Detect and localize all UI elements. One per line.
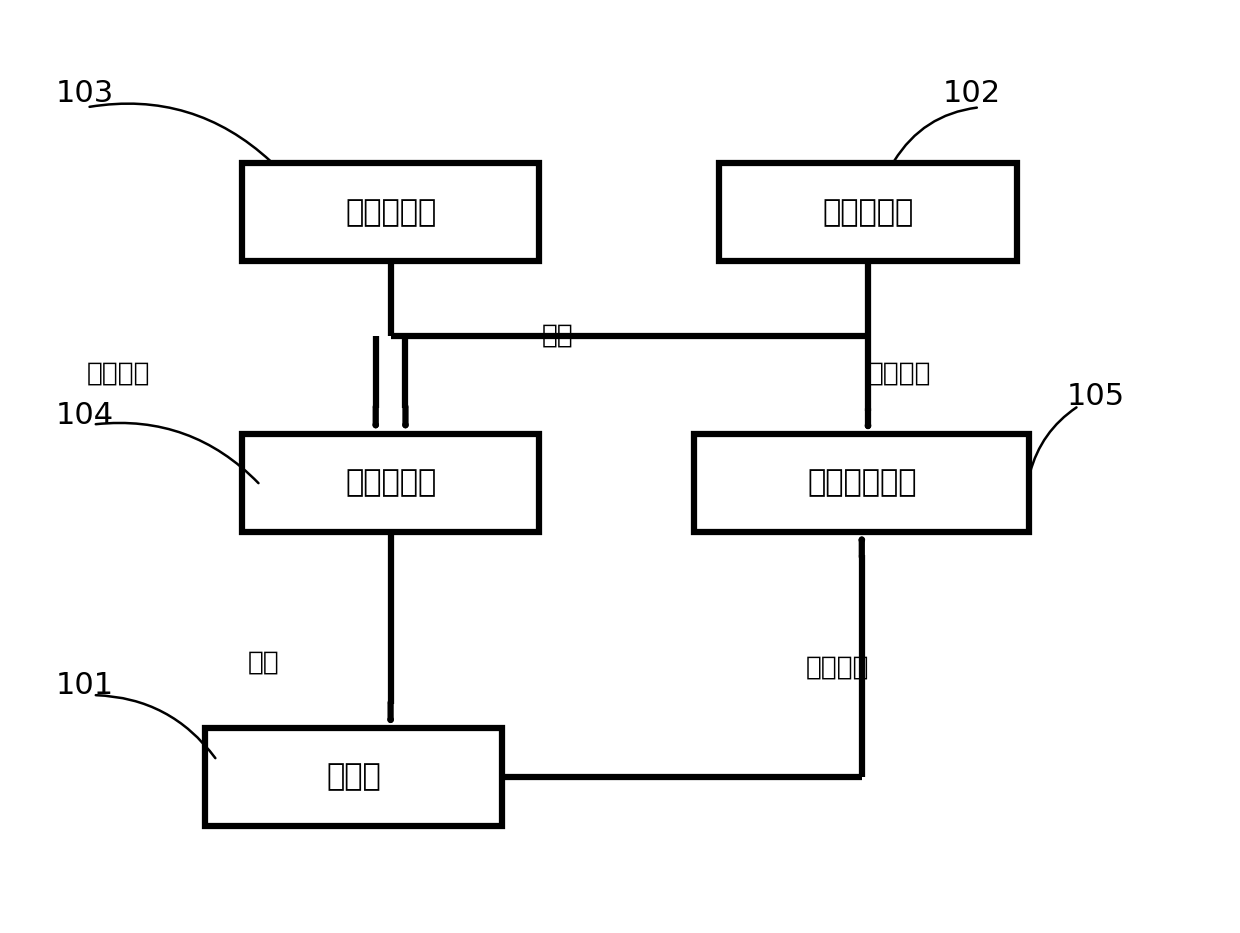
Bar	[205, 728, 502, 826]
Text: 101: 101	[56, 671, 114, 701]
Text: 工作: 工作	[248, 649, 280, 675]
Bar	[719, 163, 1017, 261]
Text: 可调式电源: 可调式电源	[822, 198, 914, 227]
Text: 输出电压电流: 输出电压电流	[807, 468, 916, 497]
Bar	[242, 434, 539, 532]
Text: 电解板: 电解板	[326, 762, 381, 791]
Text: 104: 104	[56, 400, 114, 430]
Text: 103: 103	[56, 78, 114, 108]
Text: 输出信号: 输出信号	[868, 360, 931, 386]
Text: 105: 105	[1066, 382, 1125, 411]
Text: 时间控制器: 时间控制器	[345, 198, 436, 227]
Bar	[242, 163, 539, 261]
Text: 中间继电器: 中间继电器	[345, 468, 436, 497]
Text: 能源: 能源	[542, 323, 574, 349]
Text: 102: 102	[942, 78, 1001, 108]
Bar	[694, 434, 1029, 532]
Text: 输出信号: 输出信号	[806, 654, 869, 680]
Text: 时间信号: 时间信号	[87, 360, 150, 386]
